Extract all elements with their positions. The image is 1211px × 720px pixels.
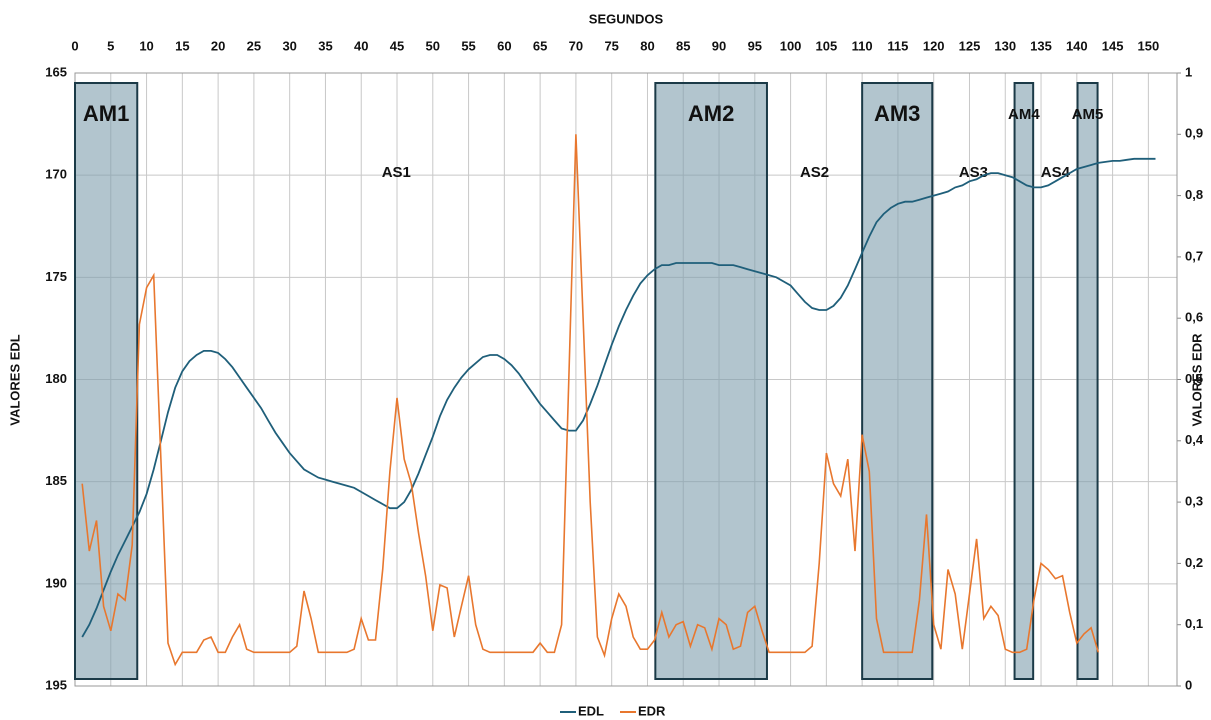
y2-tick-label: 0,7 xyxy=(1185,248,1203,263)
legend-label: EDR xyxy=(638,703,666,718)
x-tick-label: 100 xyxy=(780,38,802,53)
x-tick-label: 150 xyxy=(1138,38,1160,53)
y2-tick-label: 0,8 xyxy=(1185,187,1203,202)
x-tick-label: 5 xyxy=(107,38,114,53)
x-tick-label: 40 xyxy=(354,38,368,53)
x-tick-label: 80 xyxy=(640,38,654,53)
x-tick-label: 140 xyxy=(1066,38,1088,53)
x-tick-label: 55 xyxy=(461,38,475,53)
x-tick-label: 0 xyxy=(71,38,78,53)
y-axis-title: VALORES EDL xyxy=(7,334,22,426)
x-tick-label: 110 xyxy=(852,38,873,53)
x-tick-label: 60 xyxy=(497,38,511,53)
x-tick-label: 105 xyxy=(816,38,838,53)
legend-label: EDL xyxy=(578,703,604,718)
y-tick-label: 165 xyxy=(45,64,67,79)
y2-tick-label: 0 xyxy=(1185,677,1192,692)
x-tick-label: 30 xyxy=(282,38,296,53)
x-tick-label: 95 xyxy=(748,38,762,53)
y2-tick-label: 0,2 xyxy=(1185,555,1203,570)
segment-label: AS3 xyxy=(959,164,988,181)
x-tick-label: 85 xyxy=(676,38,690,53)
x-tick-label: 135 xyxy=(1030,38,1052,53)
region xyxy=(74,82,139,680)
x-tick-label: 65 xyxy=(533,38,547,53)
x-tick-label: 15 xyxy=(175,38,189,53)
x-tick-label: 45 xyxy=(390,38,404,53)
region xyxy=(1076,82,1099,680)
series-line xyxy=(81,157,1156,638)
region-label: AM1 xyxy=(83,101,129,126)
y-tick-label: 180 xyxy=(45,371,67,386)
region-label: AM3 xyxy=(874,101,920,126)
region-label: AM5 xyxy=(1072,106,1104,123)
y2-tick-label: 0,5 xyxy=(1185,371,1203,386)
region xyxy=(1013,82,1035,680)
region xyxy=(654,82,768,680)
region-label: AM2 xyxy=(688,101,734,126)
y-tick-label: 175 xyxy=(45,269,67,284)
x-tick-label: 145 xyxy=(1102,38,1124,53)
y-tick-label: 195 xyxy=(45,677,67,692)
segment-label: AS4 xyxy=(1041,164,1071,181)
segment-label: AS2 xyxy=(800,164,829,181)
x-tick-label: 90 xyxy=(712,38,726,53)
x-tick-label: 125 xyxy=(959,38,981,53)
y2-axis-title: VALORES EDR xyxy=(1189,333,1204,427)
region-label: AM4 xyxy=(1008,106,1040,123)
x-tick-label: 10 xyxy=(139,38,153,53)
x-tick-label: 120 xyxy=(923,38,945,53)
x-tick-label: 70 xyxy=(569,38,583,53)
x-tick-label: 75 xyxy=(604,38,618,53)
y2-tick-label: 0,6 xyxy=(1185,310,1203,325)
series-line xyxy=(81,134,1100,667)
y2-tick-label: 0,9 xyxy=(1185,126,1203,141)
region xyxy=(861,82,934,680)
x-tick-label: 130 xyxy=(994,38,1016,53)
y2-tick-label: 0,4 xyxy=(1185,432,1204,447)
x-tick-label: 35 xyxy=(318,38,332,53)
y-tick-label: 190 xyxy=(45,575,67,590)
x-axis-title: SEGUNDOS xyxy=(589,11,664,26)
x-tick-label: 50 xyxy=(426,38,440,53)
segment-label: AS1 xyxy=(382,164,411,181)
y-tick-label: 185 xyxy=(45,473,67,488)
x-tick-label: 20 xyxy=(211,38,225,53)
y-tick-label: 170 xyxy=(45,167,67,182)
x-tick-label: 115 xyxy=(887,38,908,53)
y2-tick-label: 1 xyxy=(1185,64,1192,79)
y2-tick-label: 0,1 xyxy=(1185,616,1203,631)
x-tick-label: 25 xyxy=(247,38,261,53)
y2-tick-label: 0,3 xyxy=(1185,494,1203,509)
